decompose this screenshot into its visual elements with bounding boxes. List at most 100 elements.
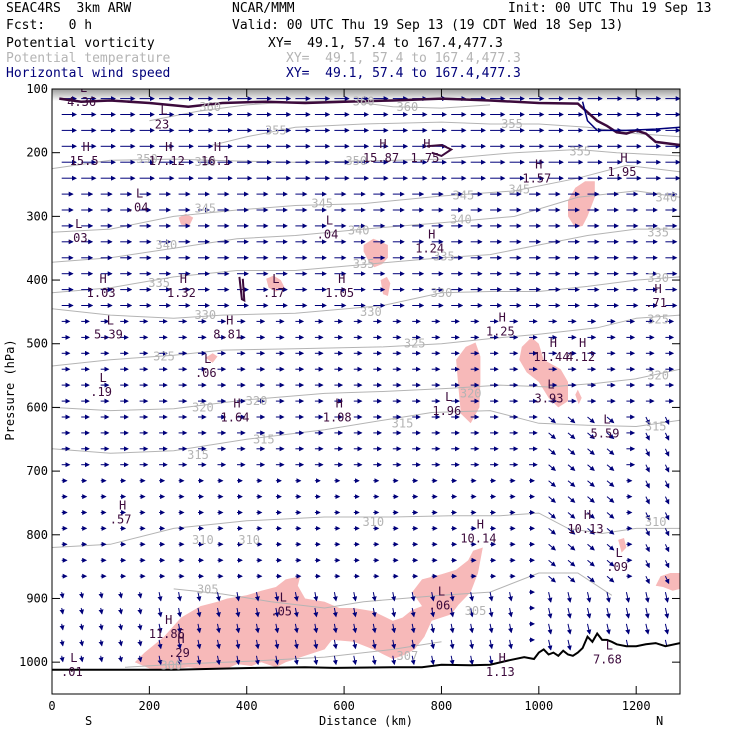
wind-vector [664,432,670,441]
wind-vector [196,623,202,634]
extremum-value: .01 [61,665,83,679]
theta-contour-345 [52,164,680,233]
theta-contour-305 [173,572,613,609]
theta-contour-360 [149,99,491,122]
wind-vector [137,623,143,631]
x-tick-label: 400 [236,699,258,713]
extremum-value: .06 [195,366,217,380]
wind-vector [645,464,650,473]
wind-vector [430,623,436,634]
extremum-marker: H [82,140,89,154]
wind-vector [157,623,163,634]
extremum-value: 5.39 [94,328,123,342]
pv-shaded-region [205,353,218,363]
theta-label: 340 [656,190,678,204]
extremum-value: 1.96 [432,404,461,418]
wind-vector [254,623,260,634]
wind-vector [371,592,377,602]
wind-vector [548,416,556,424]
extremum-marker: H [226,314,233,328]
wind-vector [664,560,670,569]
theta-label: 315 [645,420,667,434]
wind-vector [587,464,595,471]
extremum-value: .71 [645,296,667,310]
wind-vector [332,639,338,650]
y-tick-label: 500 [26,337,48,351]
theta-label: 305 [465,604,487,618]
y-tick-label: 1000 [19,655,48,669]
wind-vector [118,655,123,663]
field-name-pv: Potential vorticity [6,36,155,51]
extremum-value: 15.5 [70,154,99,168]
wind-vector [587,512,595,519]
wind-vector [157,607,163,618]
extremum-value: 10.14 [460,531,496,545]
extremum-marker: H [584,508,591,522]
wind-vector [548,432,556,440]
wind-vector [410,623,416,634]
wind-vector [215,623,221,634]
wind-vector [215,607,221,618]
extremum-value: 7.68 [593,652,622,666]
theta-label: 345 [453,188,475,202]
extremum-marker: H [423,137,430,151]
theta-label: 330 [360,305,382,319]
extremum-value: .04 [127,200,149,214]
y-tick-label: 200 [26,146,48,160]
theta-label: 305 [197,583,219,597]
theta-label: 355 [569,144,591,158]
wind-vector [645,496,650,505]
extremum-value: 1.25 [486,324,515,338]
wind-vector [548,448,556,456]
wind-vector [664,464,670,473]
theta-contour-310 [52,512,680,548]
wind-vector [664,528,670,537]
wind-vector [548,512,556,519]
extremum-marker: L [99,371,106,385]
theta-contour-350 [52,148,680,170]
pv-shaded-region [456,342,481,424]
wind-vector [625,623,631,635]
y-tick-label: 600 [26,400,48,414]
wind-vector [605,607,611,619]
extremum-value: 3.93 [535,391,564,405]
extremum-marker: H [550,336,557,350]
y-tick-label: 300 [26,209,48,223]
forecast-hour: Fcst: 0 h [6,18,93,33]
field-name-wind: Horizontal wind speed [6,66,171,81]
wind-vector [548,575,556,583]
wind-vector [645,512,650,521]
wind-vector [137,607,143,615]
wind-vector [664,512,670,521]
wind-vector [215,639,221,650]
wind-vector [606,575,615,583]
extremum-value: 1.32 [167,286,196,300]
wind-vector [118,639,123,647]
wind-vector [567,432,576,440]
extremum-marker: H [119,498,126,512]
wind-vector [645,432,650,441]
wind-vector [606,448,615,456]
wind-vector [254,592,260,602]
extremum-value: .06 [429,598,451,612]
theta-label: 315 [187,448,209,462]
wind-vector [645,416,650,425]
theta-label: 335 [433,250,455,264]
wind-vector [449,655,455,666]
extremum-marker: L [615,546,622,560]
theta-label-layer: 300 305 305 307 310 310 310 310 315 315 315 315 320 3… [136,95,677,673]
extremum-marker: H [214,140,221,154]
wind-vector [606,543,615,551]
wind-vector [430,655,436,666]
wind-vector [586,591,592,603]
wind-speed-contour [581,101,680,132]
theta-label: 325 [153,350,175,364]
wind-vector [98,655,104,663]
extremum-value: 8.81 [213,328,242,342]
wind-vector [79,592,84,599]
wind-vector [157,655,163,666]
theta-label: 325 [404,337,426,351]
extremum-value: 1.13 [486,665,515,679]
wind-vector [293,655,299,666]
wind-vector [587,416,595,424]
